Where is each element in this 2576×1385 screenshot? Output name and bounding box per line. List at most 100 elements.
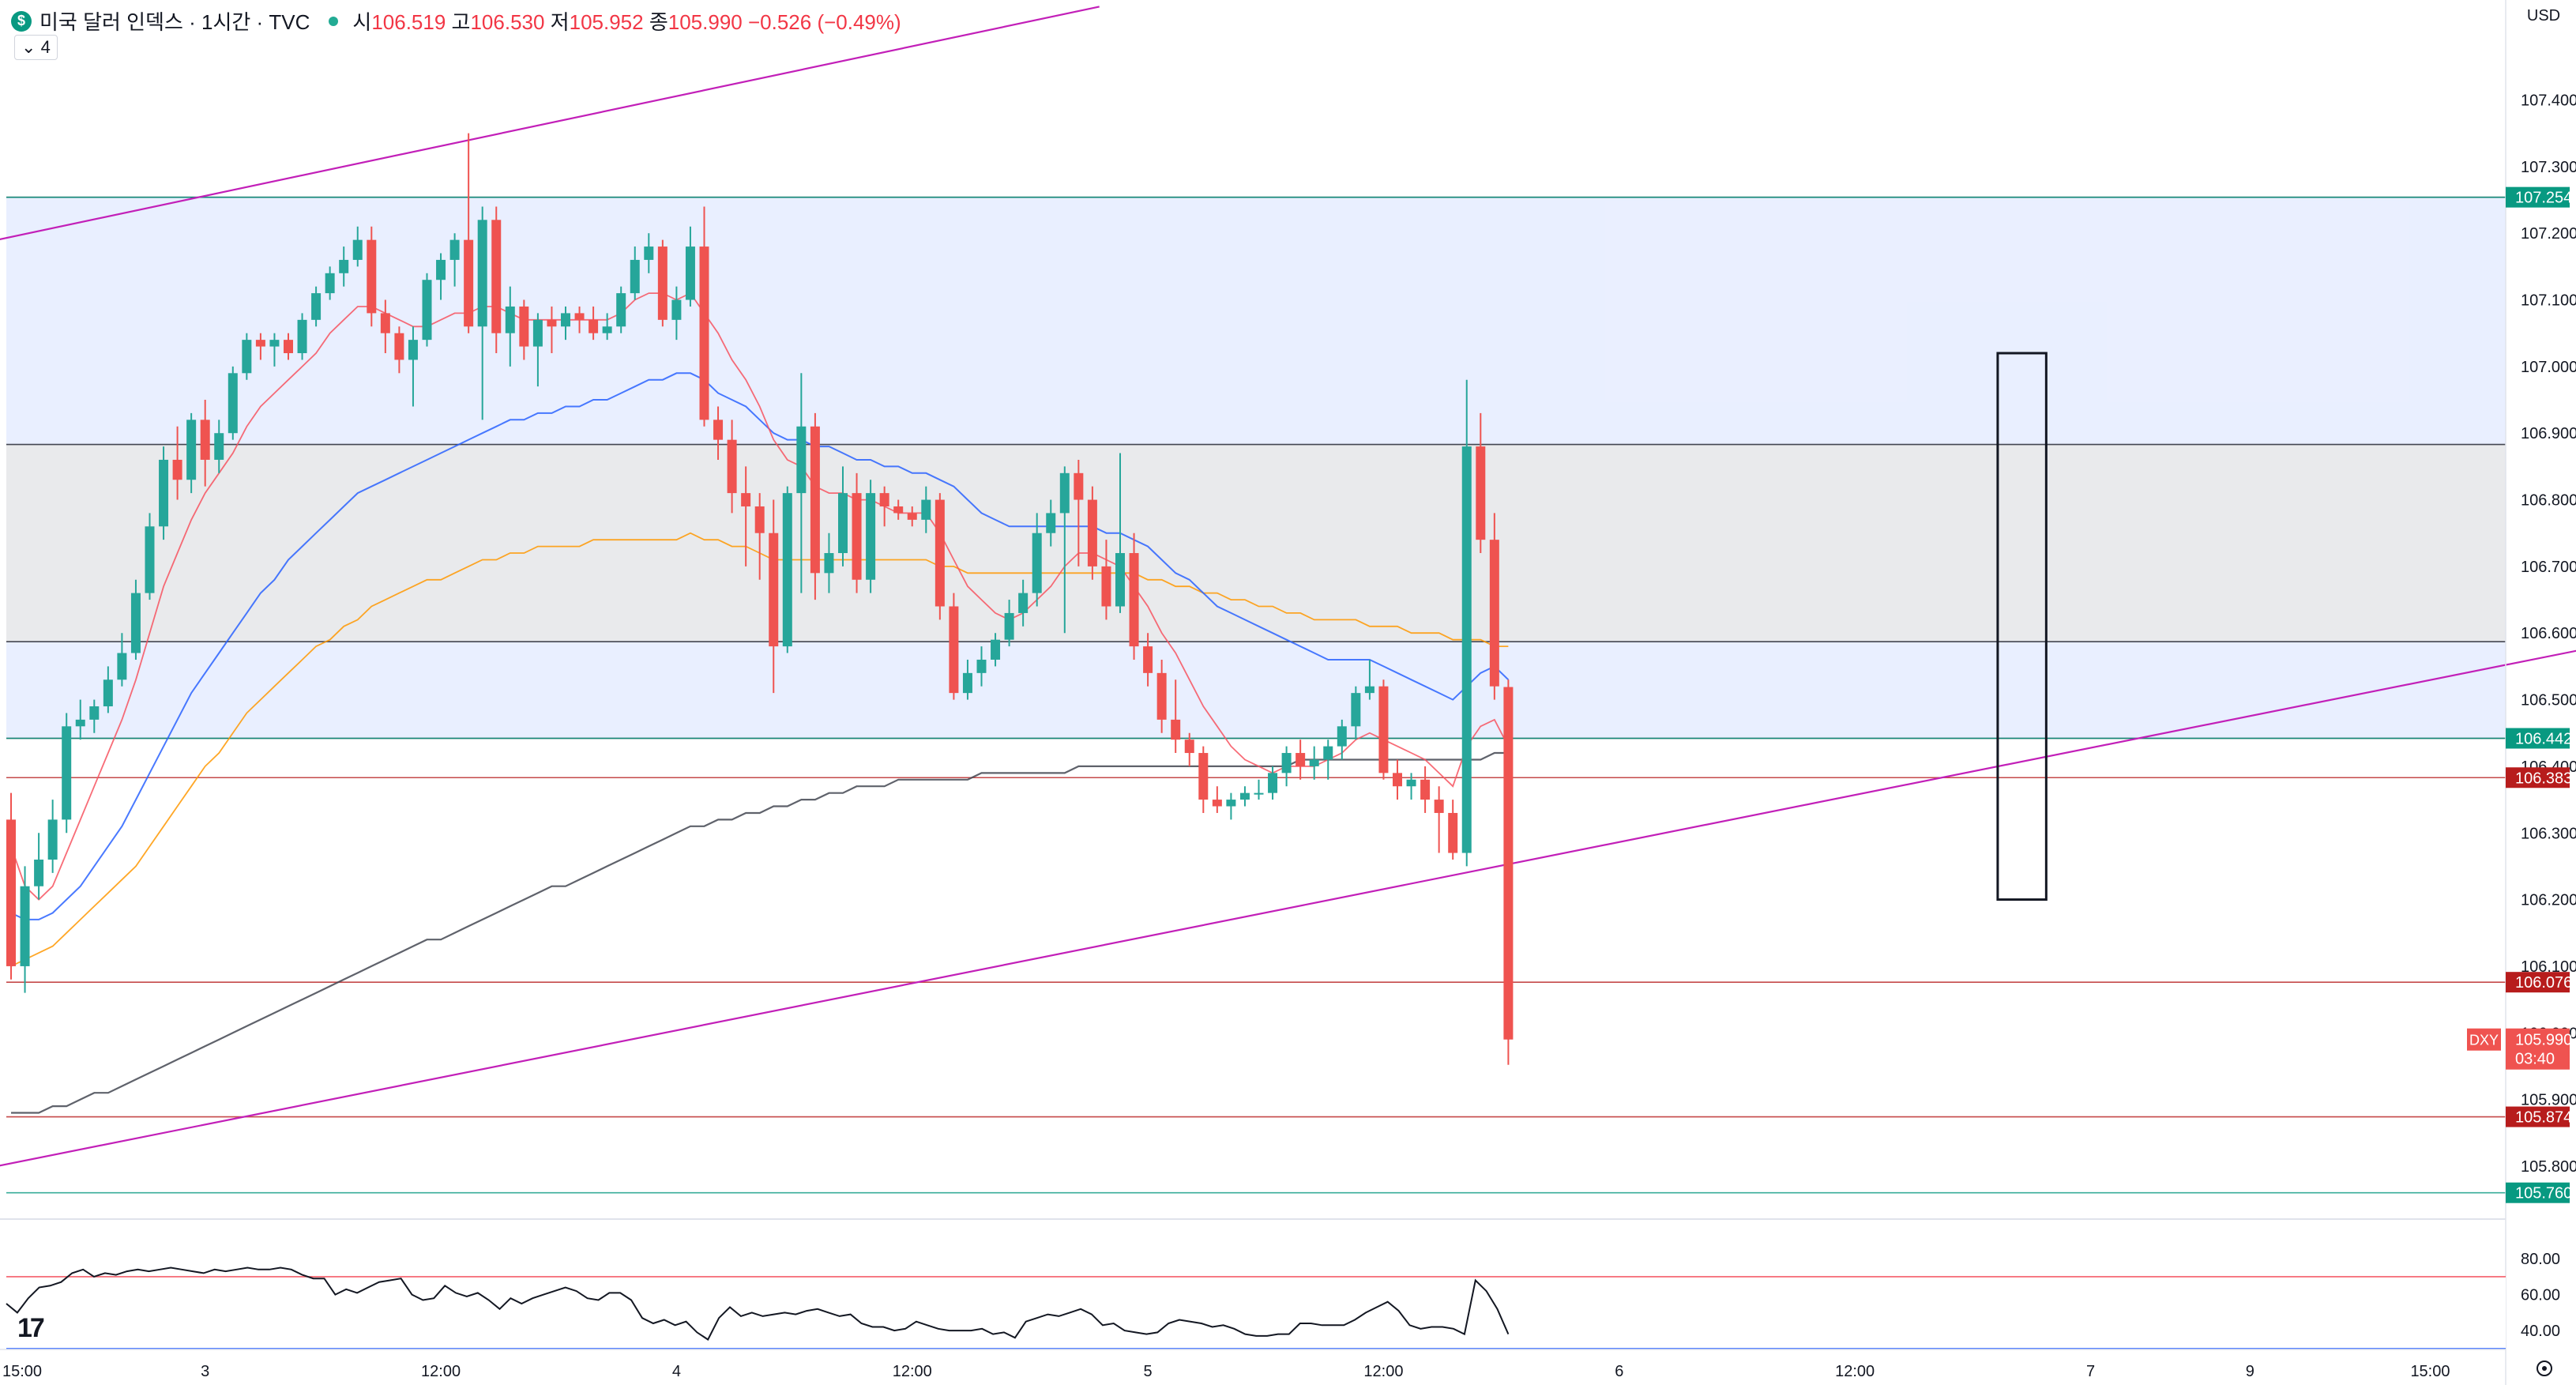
time-tick-label: 5	[1144, 1363, 1153, 1380]
candle-body	[1337, 726, 1347, 747]
candle-body	[228, 373, 238, 434]
candle-body	[574, 313, 585, 320]
candle-body	[1323, 746, 1333, 760]
candle-body	[671, 299, 682, 320]
candle-body	[699, 247, 709, 420]
dollar-icon: $	[11, 10, 32, 32]
candle-body	[1254, 792, 1264, 795]
price-tick-label: 105.800	[2521, 1158, 2576, 1176]
trendline	[0, 649, 2576, 1167]
candle-body	[269, 340, 280, 347]
price-tick-label: 106.300	[2521, 825, 2576, 842]
candle-body	[505, 306, 515, 333]
candle-body	[1212, 800, 1222, 807]
candle-body	[284, 340, 293, 354]
time-tick-label: 6	[1615, 1363, 1623, 1380]
candle-body	[616, 293, 626, 327]
candle-body	[713, 420, 724, 440]
candle-body	[325, 273, 335, 294]
candle-body	[1087, 499, 1097, 566]
candle-body	[893, 506, 904, 514]
price-badge-label: 105.760	[2515, 1185, 2572, 1202]
candle-body	[852, 493, 862, 580]
candle-body	[810, 426, 820, 574]
candle-body	[962, 672, 972, 694]
symbol-badge-label: DXY	[2469, 1033, 2499, 1048]
candle-body	[1309, 759, 1319, 766]
candle-body	[1018, 593, 1029, 613]
candle-body	[422, 280, 432, 341]
candle-body	[1281, 753, 1292, 773]
candle-body	[1143, 646, 1153, 673]
trendline	[0, 6, 1100, 240]
candle-body	[1448, 812, 1458, 853]
candle-body	[1074, 472, 1084, 500]
oscillator-band	[6, 1276, 2506, 1349]
candle-body	[200, 420, 210, 460]
candle-body	[34, 859, 44, 886]
candle-body	[1378, 686, 1389, 773]
symbol-badge	[2467, 1028, 2501, 1051]
candle-body	[1059, 472, 1070, 514]
candle-body	[103, 679, 113, 707]
candle-body	[380, 313, 390, 333]
candle-body	[1046, 513, 1056, 533]
currency-label: USD	[2527, 7, 2560, 24]
price-tick-label: 107.400	[2521, 92, 2576, 110]
price-badge	[2506, 767, 2570, 788]
oscillator-tick-label: 60.00	[2521, 1287, 2560, 1304]
candle-body	[89, 706, 100, 720]
ma-long-line	[11, 751, 1509, 1114]
candle-body	[311, 293, 322, 320]
candle-body	[602, 326, 612, 333]
candle-body	[1226, 800, 1236, 807]
candle-body	[172, 459, 182, 480]
candle-body	[1406, 779, 1416, 787]
time-tick-label: 12:00	[1363, 1363, 1403, 1380]
price-tick-label: 106.200	[2521, 892, 2576, 909]
time-tick-label: 15:00	[2410, 1363, 2450, 1380]
price-tick-label: 106.100	[2521, 958, 2576, 976]
candle-body	[1296, 753, 1306, 766]
candle-body	[436, 259, 446, 280]
candle-body	[1351, 693, 1361, 727]
last-price-value: 105.990	[2515, 1032, 2572, 1049]
ohlc-readout: 시106.519 고106.530 저105.952 종105.990 −0.5…	[352, 10, 901, 34]
candle-body	[1198, 753, 1209, 800]
candle-body	[186, 420, 197, 480]
indicator-collapse-button[interactable]: ⌄ 4	[14, 35, 58, 60]
price-tick-label: 106.800	[2521, 492, 2576, 510]
candle-body	[367, 239, 377, 314]
candle-body	[782, 493, 792, 647]
candle-body	[1239, 792, 1250, 800]
price-tick-label: 106.500	[2521, 692, 2576, 709]
price-badge	[2506, 1106, 2570, 1127]
candle-body	[339, 259, 349, 273]
candle-body	[62, 726, 72, 820]
chart-header: $ 미국 달러 인덱스 · 1시간 · TVC 시106.519 고106.53…	[11, 6, 901, 36]
candle-body	[6, 819, 16, 966]
tradingview-logo: 17	[17, 1313, 45, 1343]
candle-body	[741, 493, 751, 506]
candle-body	[255, 340, 265, 347]
candle-body	[1461, 446, 1472, 853]
price-tick-label: 107.300	[2521, 159, 2576, 176]
price-badge	[2506, 186, 2570, 208]
price-badge-label: 106.383	[2515, 770, 2572, 787]
candle-body	[47, 819, 58, 860]
candle-body	[561, 313, 570, 327]
price-badge-label: 107.254	[2515, 190, 2572, 207]
candle-body	[1129, 553, 1139, 647]
candle-body	[769, 533, 779, 647]
candle-body	[1032, 533, 1042, 593]
candle-body	[449, 239, 460, 260]
price-badge	[2506, 1182, 2570, 1203]
time-tick-label: 7	[2086, 1363, 2095, 1380]
symbol-title[interactable]: 미국 달러 인덱스 · 1시간 · TVC	[39, 10, 310, 34]
candle-body	[630, 259, 640, 294]
candle-body	[949, 606, 959, 694]
candle-body	[1171, 719, 1181, 740]
candle-body	[1503, 687, 1514, 1040]
settings-gear-icon[interactable]	[2537, 1361, 2552, 1376]
